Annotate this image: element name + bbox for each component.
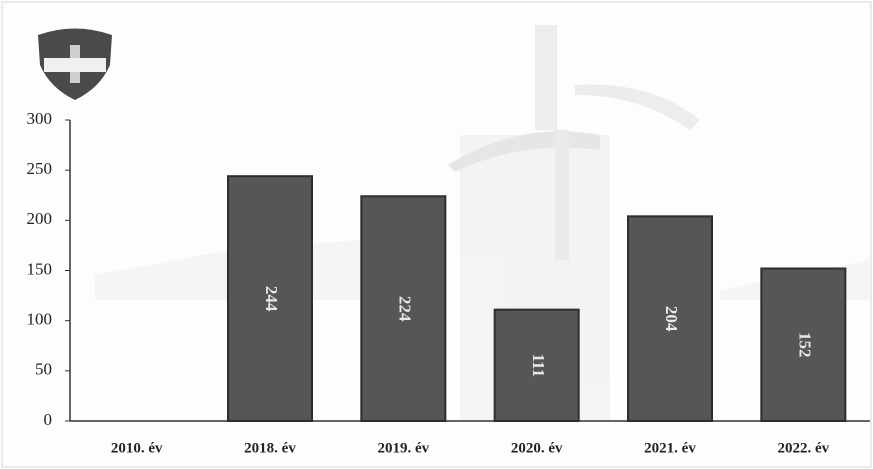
x-tick-label: 2018. év: [244, 440, 296, 456]
y-tick-label: 200: [27, 209, 53, 228]
value-label: 224: [395, 296, 414, 322]
y-tick-label: 250: [27, 159, 53, 178]
bar: [227, 175, 313, 422]
value-label: 244: [262, 286, 281, 312]
x-tick-label: 2021. év: [644, 440, 696, 456]
x-tick-label: 2019. év: [377, 440, 429, 456]
value-label: 204: [662, 306, 681, 332]
x-tick-label: 2020. év: [511, 440, 563, 456]
logo: [38, 28, 112, 100]
x-tick-label: 2022. év: [777, 440, 829, 456]
x-tick-label: 2010. év: [111, 440, 163, 456]
y-tick-label: 50: [35, 360, 52, 379]
bar: [760, 267, 847, 423]
value-label: 152: [795, 332, 814, 358]
y-tick-label: 300: [27, 109, 53, 128]
y-tick-label: 0: [44, 410, 53, 429]
value-label: 111: [529, 354, 548, 378]
y-tick-label: 150: [27, 259, 53, 278]
y-tick-label: 100: [27, 310, 53, 329]
bar: [627, 215, 713, 422]
bar: [493, 308, 580, 423]
bar: [360, 195, 447, 422]
